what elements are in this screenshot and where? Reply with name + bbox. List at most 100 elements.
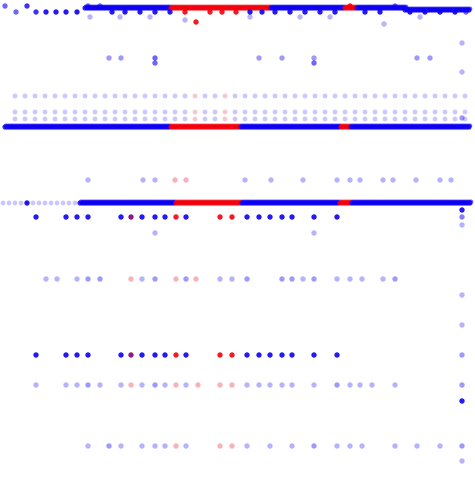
faint-point xyxy=(452,116,458,122)
scatter-point xyxy=(297,14,303,20)
faint-point xyxy=(422,116,428,122)
scatter-point xyxy=(162,214,168,220)
faint-point xyxy=(242,116,248,122)
scatter-point xyxy=(244,352,250,358)
scatter-point xyxy=(459,222,465,228)
scatter-point xyxy=(300,177,306,183)
faint-point xyxy=(462,109,468,115)
faint-point xyxy=(22,116,28,122)
faint-point xyxy=(212,93,218,99)
faint-point xyxy=(122,116,128,122)
scatter-point xyxy=(279,276,285,282)
scatter-point xyxy=(139,382,145,388)
faint-point xyxy=(262,93,268,99)
scatter-point xyxy=(267,443,273,449)
scatter-point xyxy=(217,276,223,282)
scatter-point xyxy=(347,3,353,9)
faint-point xyxy=(342,109,348,115)
scatter-point xyxy=(109,9,115,15)
faint-point xyxy=(182,116,188,122)
scatter-point xyxy=(392,276,398,282)
scatter-point xyxy=(437,9,443,15)
scatter-point xyxy=(207,9,213,15)
faint-point xyxy=(362,93,368,99)
scatter-point xyxy=(85,443,91,449)
scatter-point xyxy=(413,177,419,183)
scatter-point xyxy=(140,177,146,183)
faint-point xyxy=(312,109,318,115)
scatter-point xyxy=(152,352,158,358)
scatter-point xyxy=(459,458,465,464)
scatter-point xyxy=(359,443,365,449)
faint-point xyxy=(92,116,98,122)
faint-point xyxy=(372,116,378,122)
scatter-point xyxy=(139,276,145,282)
faint-point xyxy=(452,93,458,99)
scatter-point xyxy=(437,177,443,183)
scatter-point xyxy=(459,292,465,298)
scatter-point xyxy=(247,9,253,15)
scatter-point xyxy=(279,352,285,358)
scatter-point xyxy=(242,177,248,183)
scatter-point xyxy=(229,352,235,358)
scatter-point xyxy=(390,177,396,183)
faint-point xyxy=(292,116,298,122)
faint-point xyxy=(302,109,308,115)
faint-point xyxy=(82,109,88,115)
scatter-point xyxy=(407,9,413,15)
faint-point xyxy=(142,116,148,122)
scatter-point xyxy=(459,398,465,404)
faint-point xyxy=(82,93,88,99)
faint-point xyxy=(102,93,108,99)
faint-point xyxy=(36,200,42,206)
scatter-point xyxy=(97,276,103,282)
scatter-point xyxy=(97,382,103,388)
scatter-point xyxy=(244,443,250,449)
faint-point xyxy=(392,116,398,122)
faint-point xyxy=(242,93,248,99)
faint-point xyxy=(12,116,18,122)
faint-point xyxy=(442,109,448,115)
faint-point xyxy=(382,116,388,122)
band-point xyxy=(467,6,473,12)
faint-point xyxy=(302,116,308,122)
scatter-point xyxy=(463,9,469,15)
scatter-point xyxy=(183,177,189,183)
faint-point xyxy=(322,116,328,122)
faint-point xyxy=(72,93,78,99)
faint-point xyxy=(432,109,438,115)
scatter-point xyxy=(229,382,235,388)
faint-point xyxy=(32,116,38,122)
faint-point xyxy=(412,93,418,99)
scatter-point xyxy=(74,276,80,282)
scatter-point xyxy=(381,21,387,27)
scatter-point xyxy=(244,382,250,388)
faint-point xyxy=(432,116,438,122)
faint-point xyxy=(112,109,118,115)
scatter-point xyxy=(74,9,80,15)
scatter-point xyxy=(311,230,317,236)
faint-point xyxy=(162,93,168,99)
scatter-point xyxy=(347,276,353,282)
scatter-point xyxy=(74,352,80,358)
faint-point xyxy=(282,93,288,99)
faint-point xyxy=(372,109,378,115)
scatter-point xyxy=(300,276,306,282)
scatter-point xyxy=(152,443,158,449)
scatter-point xyxy=(106,55,112,61)
faint-point xyxy=(162,116,168,122)
scatter-point xyxy=(311,60,317,66)
scatter-point xyxy=(139,443,145,449)
scatter-point xyxy=(63,352,69,358)
faint-point xyxy=(232,109,238,115)
scatter-point xyxy=(54,276,60,282)
faint-point xyxy=(312,116,318,122)
band-point xyxy=(468,199,474,205)
faint-point xyxy=(332,116,338,122)
band-point xyxy=(467,123,473,129)
scatter-point xyxy=(183,382,189,388)
faint-point xyxy=(152,116,158,122)
faint-point xyxy=(18,200,24,206)
scatter-point xyxy=(334,177,340,183)
